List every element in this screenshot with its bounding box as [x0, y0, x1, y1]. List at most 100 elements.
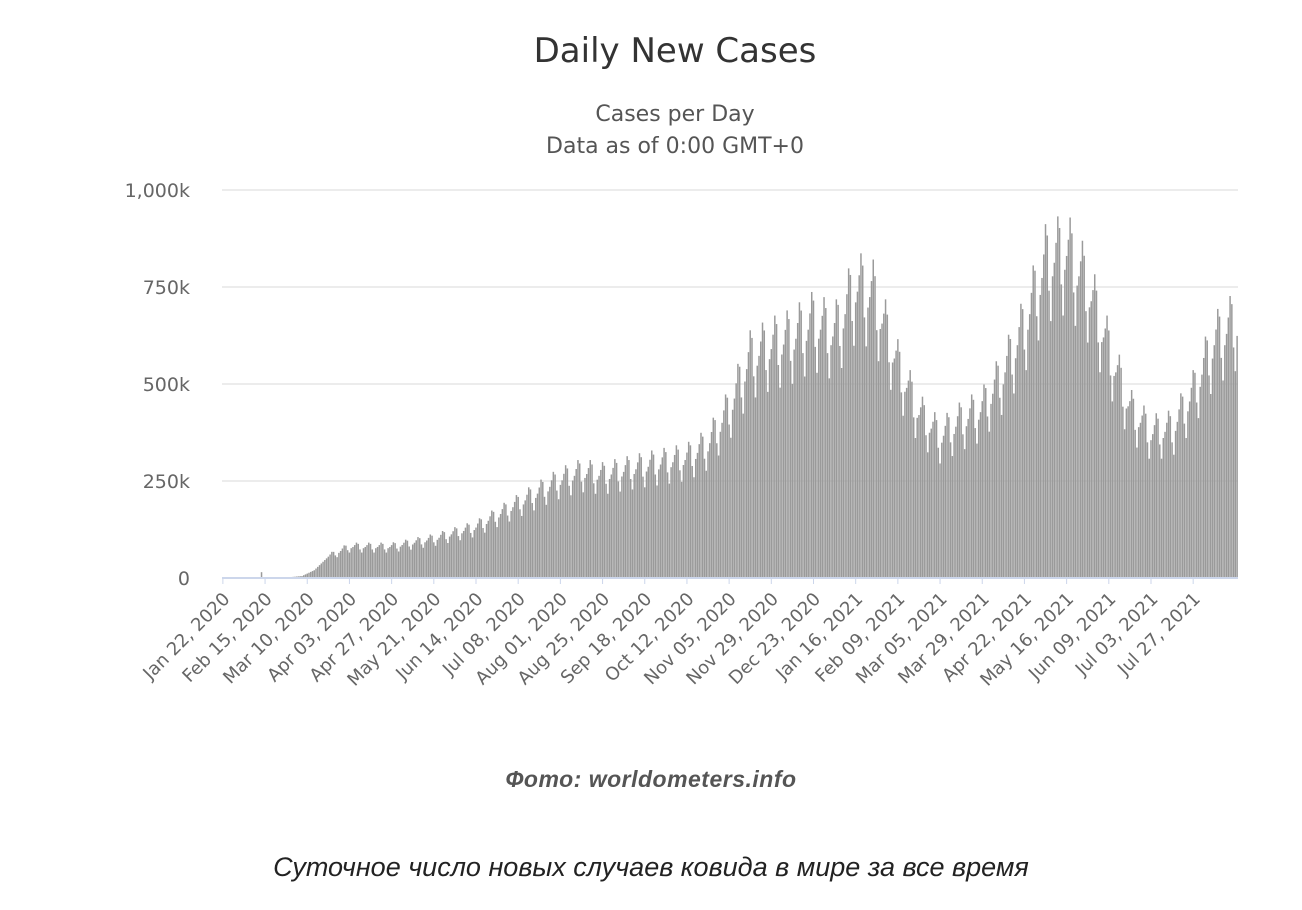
- bar: [382, 543, 384, 578]
- bar: [700, 432, 702, 578]
- bar: [1020, 303, 1022, 578]
- bar: [974, 428, 976, 578]
- bar: [557, 499, 560, 578]
- bar: [923, 405, 925, 578]
- bar: [828, 378, 831, 578]
- bar: [397, 551, 400, 578]
- bar: [1120, 367, 1122, 578]
- bar: [967, 418, 969, 578]
- bar: [870, 281, 873, 578]
- bar: [782, 344, 785, 578]
- bar: [1176, 421, 1179, 578]
- bar: [677, 449, 679, 578]
- bar: [738, 366, 741, 578]
- bar: [793, 349, 795, 578]
- bar: [1032, 265, 1034, 578]
- bar: [1009, 338, 1012, 578]
- bar: [702, 436, 704, 578]
- bar: [1181, 396, 1184, 578]
- bar: [781, 354, 783, 578]
- bar: [526, 494, 528, 578]
- bar: [1106, 315, 1108, 578]
- bar: [1072, 292, 1075, 578]
- bar: [1127, 406, 1129, 578]
- bar: [563, 473, 565, 578]
- bar: [380, 542, 382, 578]
- bar: [1069, 217, 1071, 578]
- bar: [320, 563, 323, 578]
- bar: [1174, 430, 1177, 578]
- bar: [728, 424, 730, 578]
- bar: [508, 521, 511, 578]
- bar: [918, 415, 920, 578]
- bar: [491, 510, 493, 578]
- bar: [443, 532, 446, 578]
- bar: [1213, 345, 1216, 578]
- bar: [1025, 370, 1027, 578]
- bar: [635, 469, 637, 578]
- bar: [341, 548, 344, 578]
- bar: [1057, 216, 1059, 578]
- bar: [1164, 431, 1166, 578]
- bar: [809, 313, 811, 578]
- bar: [413, 542, 416, 578]
- bar: [932, 421, 934, 578]
- bar: [552, 471, 555, 578]
- bar: [927, 452, 929, 578]
- bar: [1231, 304, 1233, 578]
- bar: [818, 338, 820, 578]
- bar: [833, 323, 836, 578]
- bar: [353, 545, 356, 578]
- bar: [731, 409, 734, 578]
- bar: [721, 422, 723, 578]
- bar: [788, 319, 790, 578]
- bar: [1190, 387, 1193, 578]
- bar: [851, 320, 853, 578]
- bar: [1195, 402, 1198, 578]
- bar: [893, 358, 896, 578]
- bar: [1079, 261, 1082, 578]
- bar: [389, 546, 391, 578]
- bar: [886, 314, 889, 578]
- bar: [860, 253, 862, 578]
- bar: [812, 300, 815, 578]
- bar: [717, 455, 720, 578]
- bar: [302, 575, 305, 578]
- bar: [545, 504, 548, 578]
- bar: [424, 542, 426, 578]
- bar: [925, 435, 927, 578]
- bar: [542, 481, 544, 578]
- bar: [656, 485, 658, 578]
- bar: [1118, 354, 1121, 578]
- bar: [1234, 371, 1237, 578]
- bar: [308, 572, 310, 578]
- bar: [499, 513, 502, 578]
- bar: [313, 570, 316, 578]
- bar: [1102, 337, 1105, 578]
- bar: [480, 519, 483, 578]
- bar: [946, 412, 948, 578]
- bar: [1211, 358, 1214, 578]
- bar: [1065, 255, 1068, 578]
- bar: [752, 376, 755, 578]
- bar: [803, 376, 806, 578]
- bar: [1122, 406, 1124, 578]
- bar: [336, 557, 338, 578]
- chart-subtitle-line-1: Cases per Day: [595, 102, 754, 127]
- bar: [951, 456, 954, 578]
- bar: [501, 509, 504, 578]
- bar: [652, 454, 655, 578]
- bar: [1129, 401, 1131, 578]
- bar: [383, 549, 386, 578]
- bar: [1137, 427, 1140, 578]
- bar: [784, 329, 787, 578]
- bar: [608, 478, 611, 578]
- bar: [847, 268, 850, 578]
- bar: [1210, 394, 1212, 578]
- bar: [1113, 375, 1115, 578]
- bar: [629, 479, 632, 578]
- bar: [842, 328, 845, 578]
- bar: [415, 540, 417, 578]
- bar: [770, 349, 773, 578]
- bar: [747, 352, 750, 578]
